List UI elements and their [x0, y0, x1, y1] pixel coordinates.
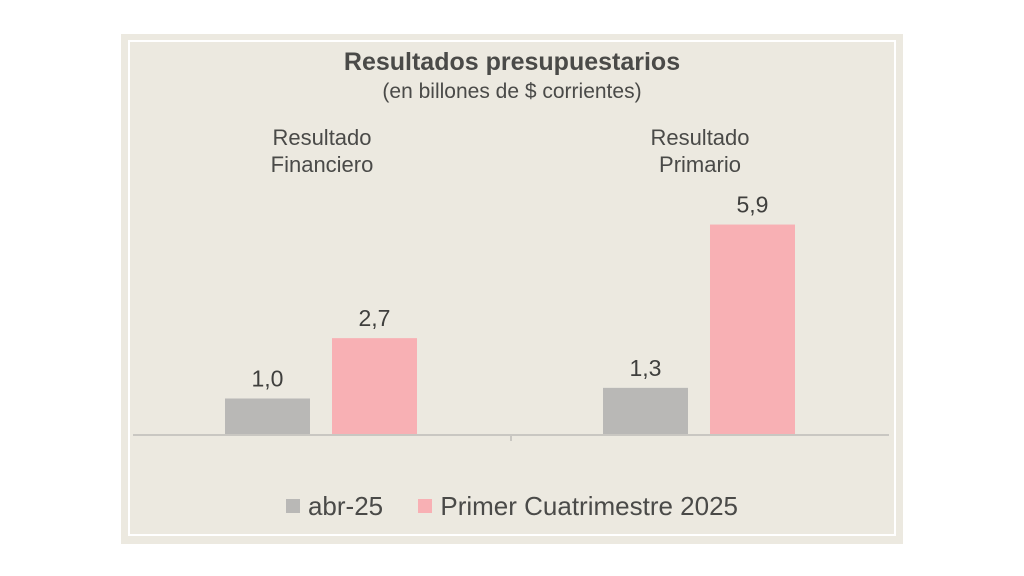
- data-label: 2,7: [359, 305, 391, 331]
- category-label-financiero: Resultado Financiero: [202, 124, 442, 178]
- bar-primer-cuatrimestre-1: [710, 224, 795, 434]
- category-label-line2: Financiero: [270, 152, 374, 177]
- chart-title: Resultados presupuestarios: [343, 48, 681, 76]
- category-label-line1: Resultado: [272, 125, 372, 150]
- data-label: 1,0: [252, 366, 284, 392]
- legend-swatch: [285, 499, 300, 513]
- data-label: 5,9: [737, 192, 769, 218]
- category-label-line2: Primario: [659, 152, 741, 177]
- data-label: 1,3: [630, 355, 662, 381]
- legend-label: abr-25: [307, 490, 384, 521]
- bar-abr-25-0: [225, 398, 310, 434]
- bar-plot: 1,0 1,3 2,7 5,9: [133, 192, 889, 441]
- chart-subtitle: (en billones de $ corrientes): [382, 80, 642, 103]
- legend-swatch: [418, 499, 433, 513]
- category-label-primario: Resultado Primario: [580, 124, 820, 178]
- legend-item-abr-25: abr-25: [285, 490, 384, 522]
- chart-panel: Resultados presupuestarios (en billones …: [121, 34, 903, 544]
- bar-primer-cuatrimestre-0: [332, 338, 417, 434]
- category-label-line1: Resultado: [650, 125, 750, 150]
- legend-label: Primer Cuatrimestre 2025: [440, 490, 739, 521]
- legend-item-primer-cuatrimestre: Primer Cuatrimestre 2025: [418, 491, 738, 522]
- legend: abr-25 Primer Cuatrimestre 2025: [121, 489, 903, 522]
- bar-abr-25-1: [603, 387, 688, 434]
